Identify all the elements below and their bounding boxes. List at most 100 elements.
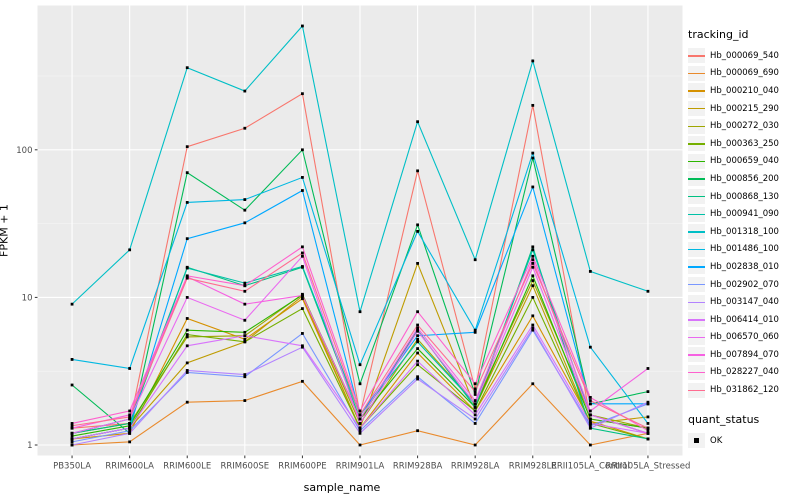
data-point — [243, 89, 247, 93]
legend-item-Hb_000069_690: Hb_000069_690 — [688, 65, 800, 83]
line-sample-icon — [688, 213, 705, 216]
data-point — [70, 422, 74, 425]
data-point — [416, 334, 419, 338]
data-point — [128, 415, 132, 419]
legend-item-Hb_002902_070: Hb_002902_070 — [688, 276, 800, 294]
line-sample-icon — [688, 143, 705, 145]
legend-item-Hb_031862_120: Hb_031862_120 — [688, 381, 800, 399]
line-sample-icon — [688, 125, 705, 128]
data-point — [416, 326, 419, 330]
x-tick-label-RRIM600PE: RRIM600PE — [278, 462, 326, 472]
data-point — [243, 302, 247, 306]
line-sample-icon — [688, 319, 705, 321]
data-point — [416, 261, 419, 265]
data-point — [588, 426, 592, 430]
legend-key-color-swatch — [688, 101, 705, 117]
data-point — [243, 198, 247, 201]
line-sample-icon — [688, 354, 705, 356]
data-point — [646, 367, 650, 370]
line-sample-icon — [688, 284, 705, 286]
data-point — [301, 254, 304, 258]
data-point — [185, 361, 189, 365]
data-point — [301, 148, 304, 152]
legend-item-Hb_006570_060: Hb_006570_060 — [688, 329, 800, 347]
data-point — [185, 145, 189, 149]
legend-label: Hb_031862_120 — [710, 385, 779, 396]
data-point — [70, 358, 74, 361]
legend-item-Hb_000856_200: Hb_000856_200 — [688, 170, 800, 188]
legend-label: Hb_000272_030 — [710, 121, 779, 132]
legend-key-color-swatch — [688, 277, 705, 293]
data-point — [301, 92, 304, 96]
data-point — [473, 443, 477, 447]
legend: tracking_id Hb_000069_540 Hb_000069_690 Hb… — [688, 28, 800, 449]
data-point — [243, 399, 247, 402]
data-point — [416, 347, 419, 350]
legend-key-color-swatch — [688, 259, 705, 275]
data-point — [473, 417, 477, 421]
legend-label: Hb_000941_090 — [710, 209, 779, 220]
legend-item-Hb_000215_290: Hb_000215_290 — [688, 100, 800, 118]
x-tick-label-RRIM901LA: RRIM901LA — [336, 462, 385, 472]
data-point — [243, 373, 247, 376]
data-point — [185, 171, 189, 175]
data-point — [416, 120, 419, 124]
legend-key-color-swatch — [688, 312, 705, 328]
data-point — [416, 340, 419, 344]
data-point — [358, 431, 362, 435]
data-point — [646, 390, 650, 394]
data-point — [646, 426, 650, 430]
line-sample-icon — [688, 55, 705, 57]
x-tick-label-RRIM600SE: RRIM600SE — [220, 462, 269, 472]
legend-quant-status-block: quant_status OK — [688, 413, 800, 450]
legend-label: Hb_000856_200 — [710, 173, 779, 184]
legend-label-quant-ok: OK — [710, 435, 723, 446]
data-point — [243, 340, 247, 344]
legend-item-Hb_000659_040: Hb_000659_040 — [688, 153, 800, 171]
legend-item-Hb_000941_090: Hb_000941_090 — [688, 205, 800, 223]
line-sample-icon — [688, 108, 705, 110]
legend-key-color-swatch — [688, 347, 705, 363]
line-sample-icon — [688, 90, 705, 92]
data-point — [128, 417, 132, 421]
data-point — [416, 363, 419, 367]
data-point — [473, 328, 477, 332]
data-point — [243, 375, 247, 379]
data-point — [416, 229, 419, 233]
data-point — [531, 103, 535, 107]
data-point — [416, 429, 419, 433]
data-point — [301, 294, 304, 297]
data-point — [416, 351, 419, 355]
line-sample-icon — [688, 72, 705, 75]
legend-key-color-swatch — [688, 83, 705, 99]
data-point — [243, 208, 247, 212]
data-point — [301, 332, 304, 335]
legend-item-Hb_000069_540: Hb_000069_540 — [688, 47, 800, 65]
legend-item-Hb_006414_010: Hb_006414_010 — [688, 311, 800, 329]
data-point — [646, 400, 650, 404]
legend-item-quant-ok: OK — [688, 432, 800, 450]
data-point — [358, 363, 362, 367]
data-point — [301, 344, 304, 348]
data-point — [588, 399, 592, 402]
data-point — [185, 296, 189, 299]
data-point — [588, 417, 592, 421]
legend-title-tracking-id: tracking_id — [688, 28, 749, 41]
data-point — [185, 371, 189, 374]
data-point — [416, 329, 419, 333]
data-point — [531, 326, 535, 330]
data-point — [70, 426, 74, 430]
y-axis-title: FPKM + 1 — [0, 204, 11, 257]
legend-key-color-swatch — [688, 382, 705, 398]
data-point — [185, 400, 189, 404]
data-point — [473, 405, 477, 409]
legend-key-color-swatch — [688, 206, 705, 222]
line-sample-icon — [688, 301, 705, 303]
data-point — [531, 279, 535, 282]
legend-label: Hb_003147_040 — [710, 297, 779, 308]
data-point — [70, 440, 74, 444]
data-point — [473, 422, 477, 425]
data-point — [358, 422, 362, 425]
data-point — [646, 289, 650, 293]
